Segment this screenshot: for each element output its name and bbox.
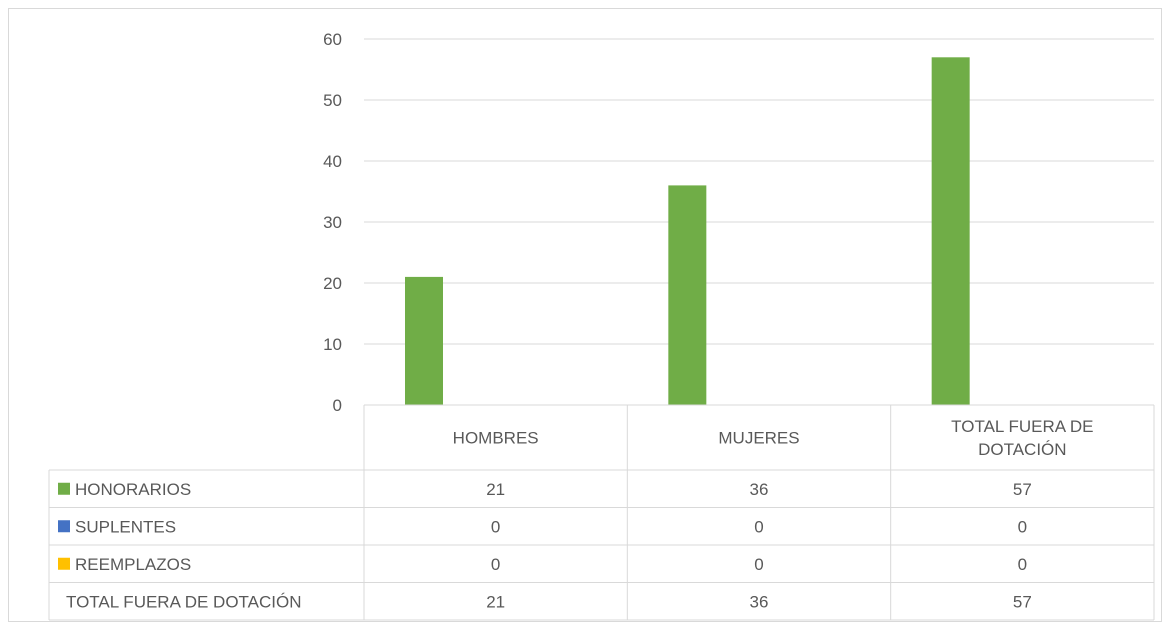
bar [931, 57, 970, 406]
chart-frame [8, 8, 1162, 622]
data-label: 36 [750, 480, 769, 499]
legend-key [58, 482, 70, 495]
total-row-label: TOTAL FUERA DE DOTACIÓN [66, 592, 302, 611]
data-label: 57 [1013, 480, 1032, 499]
category-label: HOMBRES [453, 429, 539, 448]
y-tick-label: 60 [323, 30, 342, 49]
data-label: 0 [1018, 555, 1027, 574]
y-tick-label: 20 [323, 274, 342, 293]
data-label: 0 [754, 517, 763, 536]
total-value: 21 [486, 592, 505, 611]
legend-key [58, 520, 70, 533]
data-label: 0 [491, 517, 500, 536]
data-label: 0 [491, 555, 500, 574]
y-tick-label: 40 [323, 152, 342, 171]
category-label: MUJERES [718, 429, 799, 448]
bar [668, 185, 707, 405]
category-label: TOTAL FUERA DE DOTACIÓN [951, 417, 1093, 459]
total-value: 57 [1013, 592, 1032, 611]
series-label: REEMPLAZOS [75, 555, 191, 574]
series-label: HONORARIOS [75, 480, 191, 499]
y-tick-label: 10 [323, 335, 342, 354]
series-label: SUPLENTES [75, 517, 176, 536]
y-tick-label: 30 [323, 213, 342, 232]
y-tick-label: 50 [323, 91, 342, 110]
bar [405, 276, 443, 405]
legend-key [58, 557, 70, 570]
data-label: 0 [754, 555, 763, 574]
y-tick-label: 0 [333, 396, 342, 415]
data-label: 21 [486, 480, 505, 499]
total-value: 36 [750, 592, 769, 611]
data-label: 0 [1018, 517, 1027, 536]
